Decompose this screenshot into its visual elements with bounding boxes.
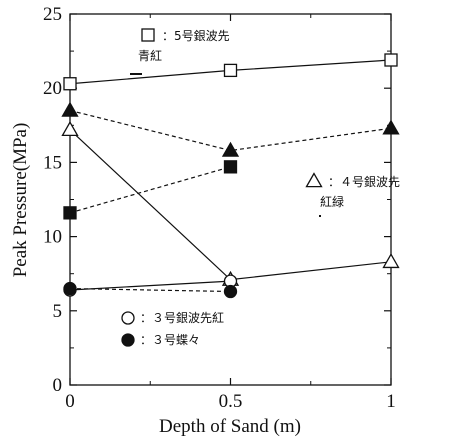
series-6-point (223, 284, 238, 299)
series-1-point (63, 77, 77, 91)
y-tick-label: 5 (53, 301, 63, 322)
series-6-line (69, 287, 231, 293)
y-tick-label: 15 (43, 152, 62, 173)
series-layer (61, 53, 400, 299)
series-4-point (382, 119, 400, 135)
x-tick-label: 0 (65, 391, 75, 412)
legend: ：5号銀波先 青紅 ：４号銀波先 紅緑 ：３号銀波先紅 ：３号蝶々 (121, 28, 400, 347)
series-2-point (223, 160, 238, 174)
y-tick-label: 0 (53, 375, 63, 396)
series-1 (63, 53, 398, 91)
series-2-point (63, 206, 77, 220)
legend-marker-1 (141, 28, 155, 42)
legend-marker-2 (305, 172, 323, 188)
series-5 (63, 274, 238, 297)
legend-marker-4 (121, 333, 135, 347)
axes: 0 5 10 15 20 25 0 0.5 1 (43, 4, 396, 412)
legend-text-3-silver-red: ：３号銀波先紅 (140, 311, 224, 325)
series-4-point (221, 141, 240, 157)
series-4-line (69, 109, 392, 152)
legend-text-red-green: 紅緑 (320, 194, 344, 209)
series-1-point (223, 63, 238, 78)
legend-marker-3 (121, 311, 135, 325)
series-1-point (384, 53, 398, 67)
legend-text-5-silver: ：5号銀波先 (162, 29, 230, 43)
series-6-point (63, 281, 77, 296)
series-2 (63, 160, 238, 220)
series-5-line (69, 280, 231, 291)
x-axis-title: Depth of Sand (m) (159, 416, 301, 437)
y-tick-label: 25 (43, 4, 62, 25)
x-tick-label: 1 (386, 391, 396, 412)
series-2-line (69, 166, 231, 214)
y-tick-label: 10 (43, 227, 62, 248)
series-3-point (61, 120, 79, 137)
x-tick-label: 0.5 (219, 391, 243, 412)
y-tick-label: 20 (43, 78, 62, 99)
series-3-point (382, 253, 400, 269)
legend-text-4-silver: ：４号銀波先 (328, 175, 400, 189)
y-axis-title: Peak Pressure(MPa) (10, 123, 31, 278)
series-4-point (61, 101, 79, 117)
series-4 (61, 101, 400, 157)
legend-text-3-butterfly: ：３号蝶々 (140, 332, 200, 347)
series-6 (63, 281, 238, 299)
legend-text-blue-red: 青紅 (138, 49, 162, 63)
